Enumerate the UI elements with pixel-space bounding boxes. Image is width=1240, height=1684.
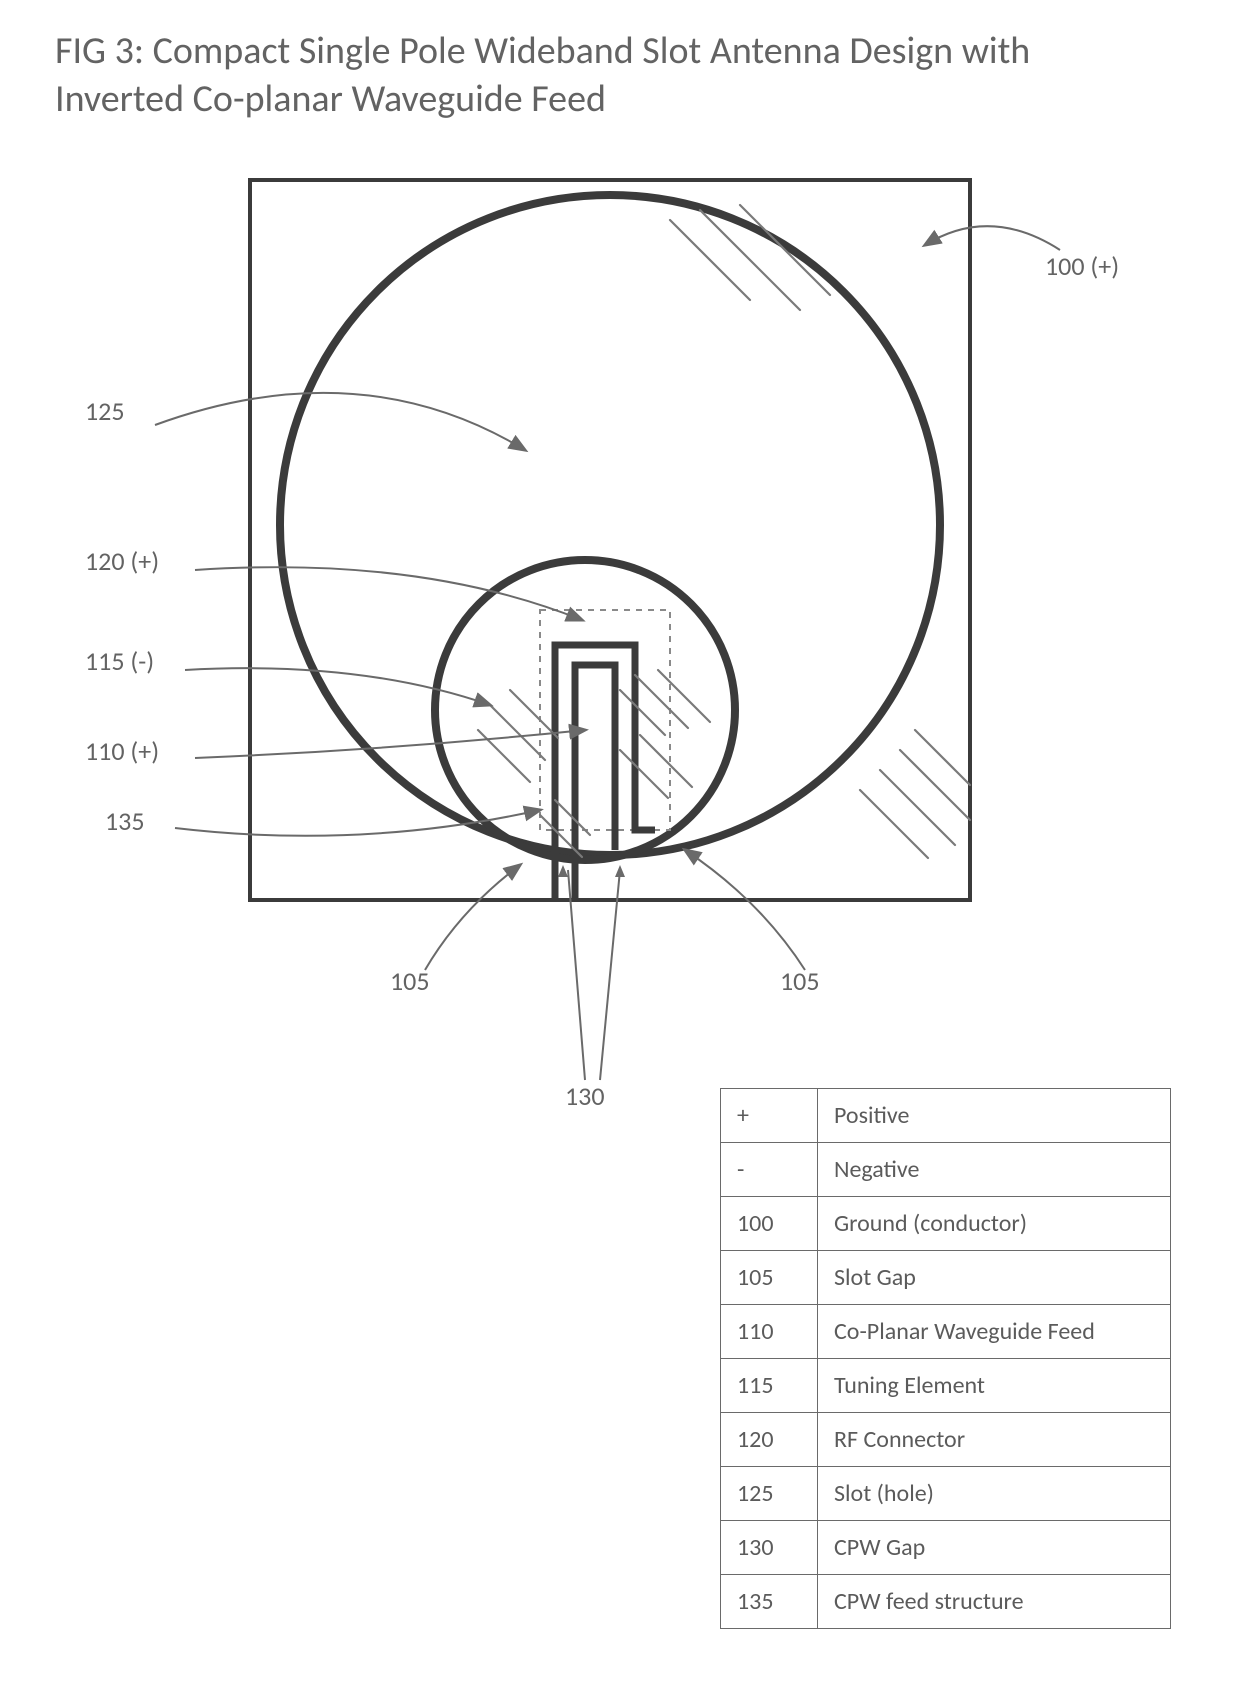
legend-value: Negative: [818, 1143, 1171, 1197]
callout-label: 105: [390, 965, 430, 997]
legend-value: CPW feed structure: [818, 1575, 1171, 1629]
legend-key: 105: [721, 1251, 818, 1305]
legend-row: 120RF Connector: [721, 1413, 1171, 1467]
legend-value: Positive: [818, 1089, 1171, 1143]
callout: 115 (-): [85, 645, 490, 705]
legend-value: Tuning Element: [818, 1359, 1171, 1413]
legend-row: 110Co-Planar Waveguide Feed: [721, 1305, 1171, 1359]
legend-key: 135: [721, 1575, 818, 1629]
legend-row: 100Ground (conductor): [721, 1197, 1171, 1251]
legend-value: Slot Gap: [818, 1251, 1171, 1305]
legend-row: 105Slot Gap: [721, 1251, 1171, 1305]
legend-value: Slot (hole): [818, 1467, 1171, 1521]
callout-label: 110 (+): [85, 735, 159, 767]
legend-key: 115: [721, 1359, 818, 1413]
callout: 105: [685, 850, 820, 997]
slot-circle: [280, 195, 940, 855]
legend-value: Ground (conductor): [818, 1197, 1171, 1251]
callout-label: 130: [565, 1080, 605, 1112]
callout-label: 125: [85, 395, 125, 427]
legend-value: RF Connector: [818, 1413, 1171, 1467]
legend-table: +Positive-Negative100Ground (conductor)1…: [720, 1088, 1171, 1629]
legend-value: CPW Gap: [818, 1521, 1171, 1575]
callout-label: 100 (+): [1045, 250, 1119, 282]
callout: 100 (+): [925, 226, 1119, 282]
callout-label: 105: [780, 965, 820, 997]
callout-label: 120 (+): [85, 545, 159, 577]
legend-row: 125Slot (hole): [721, 1467, 1171, 1521]
legend-key: 100: [721, 1197, 818, 1251]
callout-label: 135: [105, 805, 145, 837]
legend-key: -: [721, 1143, 818, 1197]
legend-row: 130CPW Gap: [721, 1521, 1171, 1575]
legend-row: -Negative: [721, 1143, 1171, 1197]
callout-label: 115 (-): [85, 645, 154, 677]
legend-key: 130: [721, 1521, 818, 1575]
hatch-group: [860, 730, 970, 858]
legend-row: 115Tuning Element: [721, 1359, 1171, 1413]
legend-key: 120: [721, 1413, 818, 1467]
callout: 130: [558, 865, 625, 1112]
callout: 105: [390, 865, 520, 997]
legend-key: +: [721, 1089, 818, 1143]
legend-row: 135CPW feed structure: [721, 1575, 1171, 1629]
figure-title: FIG 3: Compact Single Pole Wideband Slot…: [55, 28, 1155, 123]
legend-value: Co-Planar Waveguide Feed: [818, 1305, 1171, 1359]
legend-key: 110: [721, 1305, 818, 1359]
legend-row: +Positive: [721, 1089, 1171, 1143]
legend-key: 125: [721, 1467, 818, 1521]
antenna-diagram: 100 (+) 125 120 (+) 115 (-) 110 (+) 135 105 105…: [60, 150, 1180, 1150]
tuning-element-circle: [435, 560, 735, 860]
cpw-feed-inner: [575, 665, 615, 900]
